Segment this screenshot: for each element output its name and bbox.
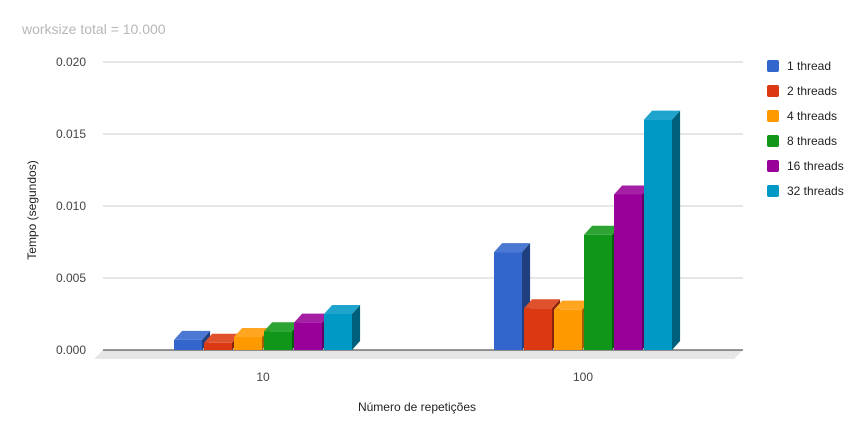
bar-side xyxy=(352,305,361,350)
bar xyxy=(294,322,322,350)
bar-top xyxy=(234,328,271,338)
legend-swatch xyxy=(767,134,779,147)
legend-label: 2 threads xyxy=(787,83,838,98)
legend-item: 1 thread xyxy=(767,53,844,78)
x-axis-title: Número de repetições xyxy=(357,400,477,414)
bar-top xyxy=(204,333,241,343)
bar xyxy=(554,309,582,350)
y-tick-label: 0.020 xyxy=(56,55,86,69)
legend-label: 16 threads xyxy=(787,158,844,173)
bar xyxy=(204,342,232,350)
y-axis-title: Tempo (segundos) xyxy=(25,160,39,260)
legend-swatch xyxy=(767,109,779,122)
chart-title: worksize total = 10.000 xyxy=(22,21,166,37)
chart-floor xyxy=(94,350,743,359)
bar-top xyxy=(264,322,301,332)
y-tick-label: 0.015 xyxy=(56,127,86,141)
bar xyxy=(614,194,642,350)
legend-item: 32 threads xyxy=(767,178,844,203)
legend-label: 32 threads xyxy=(787,183,844,198)
legend-label: 8 threads xyxy=(787,133,838,148)
bar-top xyxy=(294,313,331,323)
bar-side xyxy=(672,110,681,350)
bar-top xyxy=(494,243,531,253)
bar-top xyxy=(324,305,361,314)
legend-item: 4 threads xyxy=(767,103,844,128)
legend: 1 thread 2 threads 4 threads 8 threads 16 th… xyxy=(767,53,844,203)
bar-top xyxy=(614,185,651,195)
bar xyxy=(524,308,552,350)
legend-label: 4 threads xyxy=(787,108,838,123)
bar xyxy=(584,234,612,350)
legend-swatch xyxy=(767,84,779,97)
bar-top xyxy=(554,300,591,310)
bar xyxy=(494,252,522,350)
bar xyxy=(174,339,202,350)
bar-top xyxy=(644,110,681,120)
bar-top xyxy=(584,225,621,235)
x-tick-label: 10 xyxy=(256,370,270,384)
y-tick-label: 0.010 xyxy=(56,199,86,213)
legend-swatch xyxy=(767,59,779,72)
legend-label: 1 thread xyxy=(787,58,832,73)
bar-top xyxy=(174,330,211,340)
bar xyxy=(234,337,262,350)
y-tick-label: 0.005 xyxy=(56,271,86,285)
legend-item: 8 threads xyxy=(767,128,844,153)
bar-top xyxy=(524,299,561,309)
bar xyxy=(644,119,672,350)
legend-item: 16 threads xyxy=(767,153,844,178)
y-tick-label: 0.000 xyxy=(56,343,86,357)
legend-item: 2 threads xyxy=(767,78,844,103)
bar xyxy=(324,314,352,350)
bar xyxy=(264,331,292,350)
legend-swatch xyxy=(767,159,779,172)
x-tick-label: 100 xyxy=(573,370,593,384)
legend-swatch xyxy=(767,184,779,197)
